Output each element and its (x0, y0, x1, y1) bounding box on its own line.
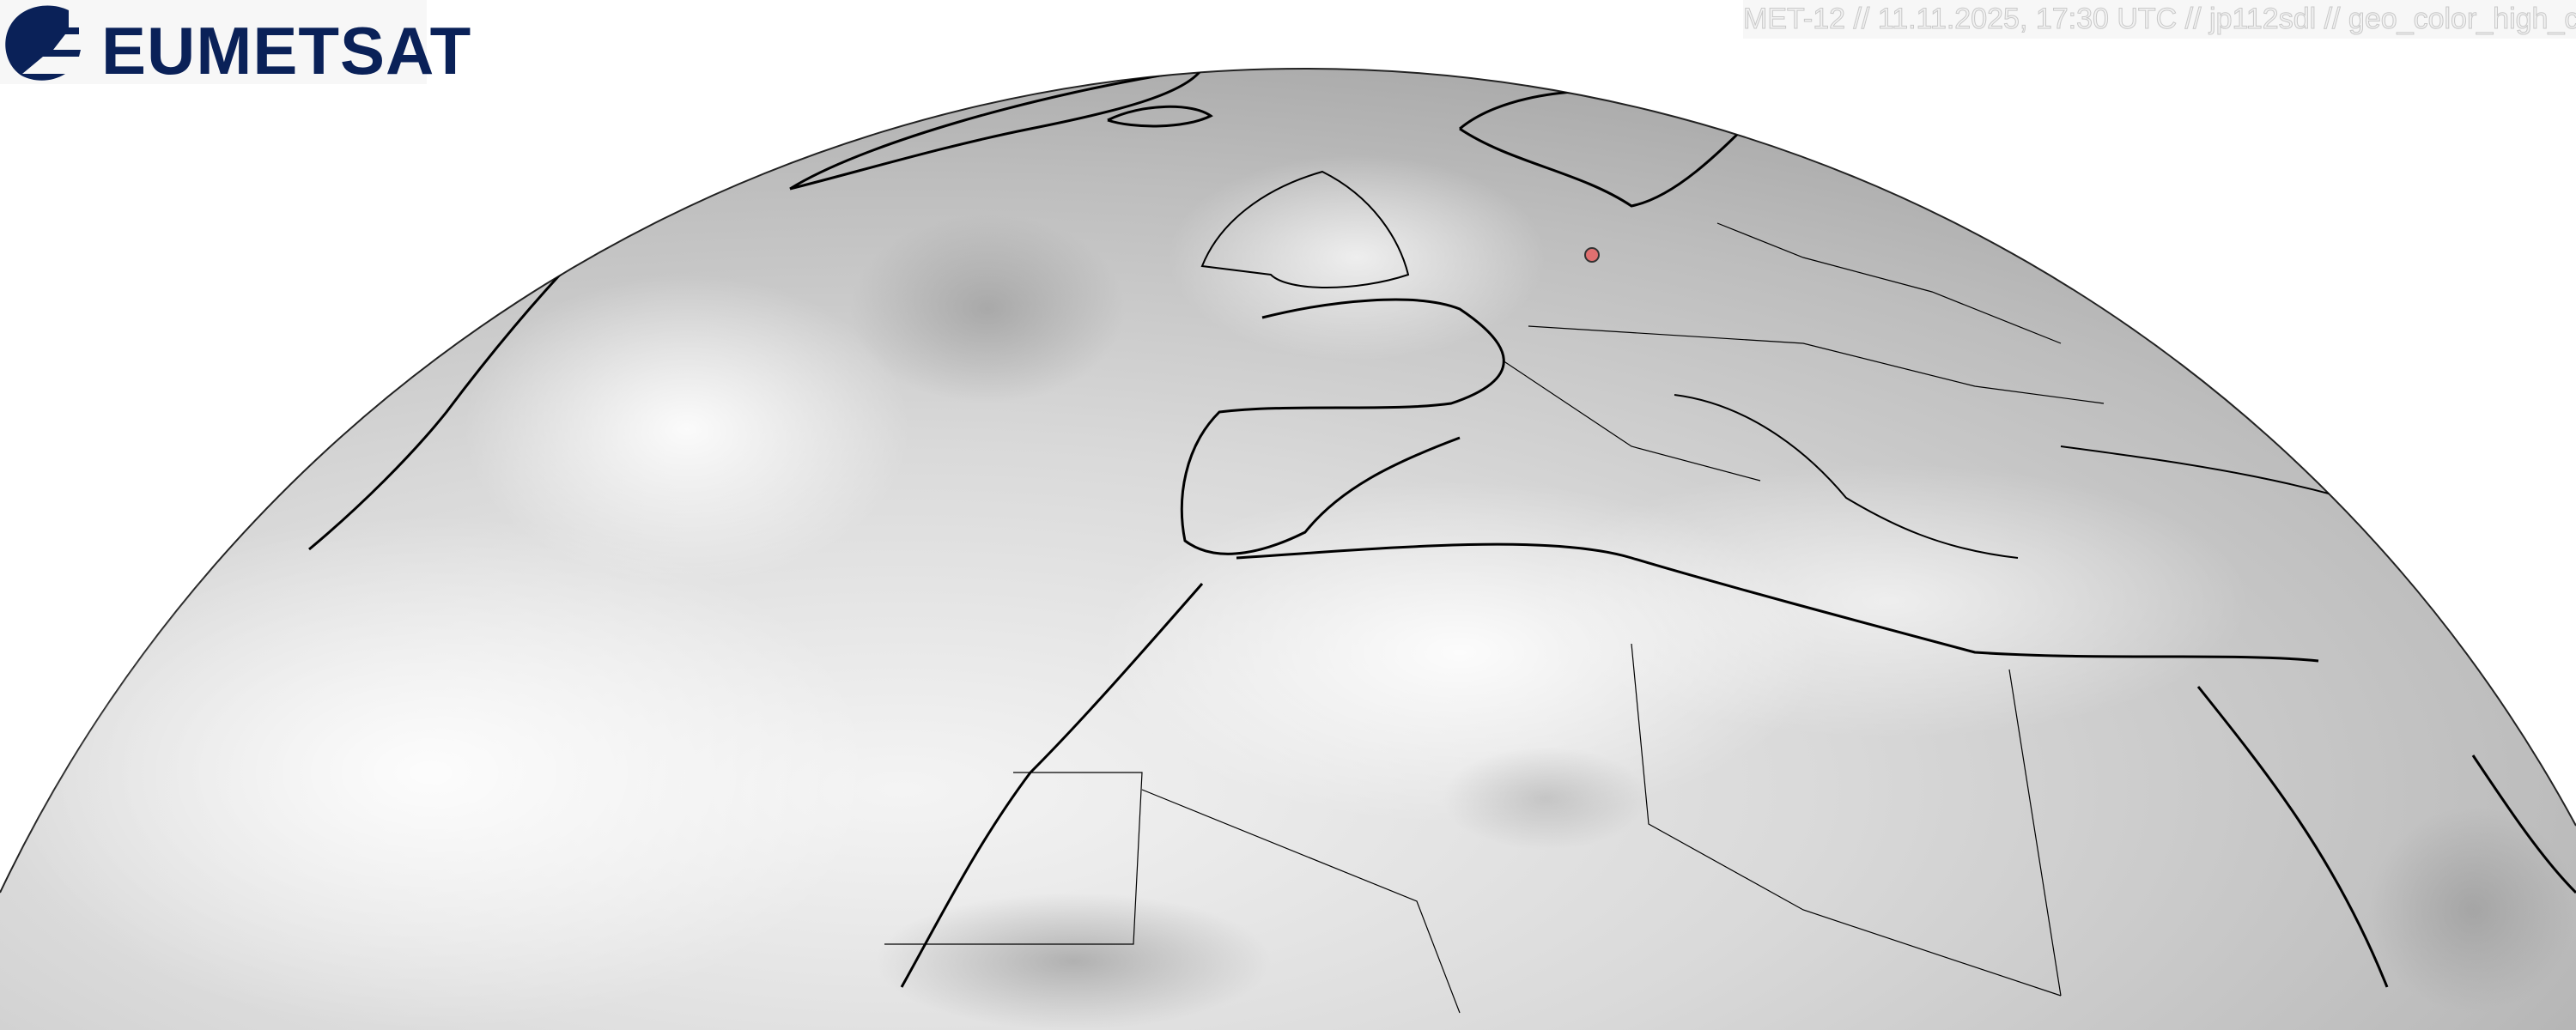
cloud-layer (0, 154, 2576, 1030)
borders (884, 222, 2105, 1014)
earth-limb (0, 67, 2576, 894)
location-marker (1584, 247, 1600, 263)
logo-text: EUMETSAT (101, 13, 472, 88)
eumetsat-logo: EUMETSAT (0, 0, 471, 88)
image-caption: MET-12 // 11.11.2025, 17:30 UTC // jp112… (1743, 0, 2576, 39)
eumetsat-globe-icon (5, 5, 81, 81)
